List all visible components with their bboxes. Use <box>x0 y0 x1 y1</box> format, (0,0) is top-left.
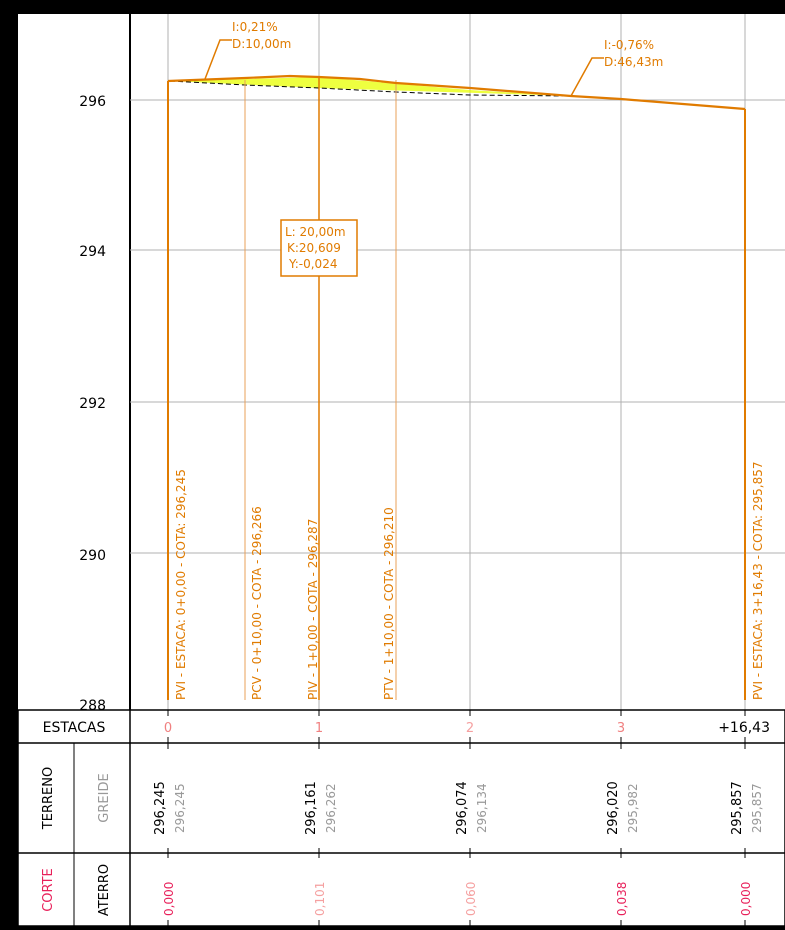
terreno-value: 296,020 <box>606 781 621 835</box>
corte-value: 0,101 <box>313 882 327 916</box>
vertical-curve-box <box>280 219 358 277</box>
elevation-tick-294: 294 <box>79 244 106 260</box>
aterro-header: ATERRO <box>97 864 112 916</box>
greide-value: 296,245 <box>173 783 187 833</box>
estaca-label: 0 <box>164 721 172 736</box>
grade-left-slope: I:0,21% <box>232 20 278 34</box>
grade-left-distance: D:10,00m <box>232 37 291 51</box>
terreno-header: TERRENO <box>41 767 56 830</box>
elevation-tick-292: 292 <box>79 396 106 412</box>
curve-length: L: 20,00m <box>285 225 346 239</box>
cut-fill-area <box>170 77 571 96</box>
table-area <box>18 710 785 926</box>
table-columns: 0 296,245 296,245 0,000 1 296,161 296,262 0,101… <box>153 710 770 926</box>
pvi-start-label: PVI - ESTACA: 0+0,00 - COTA: 296,245 <box>174 469 188 700</box>
greide-header: GREIDE <box>97 773 112 822</box>
grade-right-leader <box>570 57 604 97</box>
grade-right-slope: I:-0,76% <box>604 38 654 52</box>
pvi-end-label: PVI - ESTACA: 3+16,43 - COTA: 295,857 <box>751 462 765 700</box>
terreno-value: 296,074 <box>455 781 470 835</box>
estaca-label: 1 <box>315 721 323 736</box>
greide-value: 296,262 <box>324 783 338 833</box>
elevation-axis-panel <box>18 14 130 710</box>
estaca-label: 3 <box>617 721 625 736</box>
plot-area <box>130 0 785 710</box>
elevation-tick-288: 288 <box>79 698 106 714</box>
corte-header: CORTE <box>41 868 56 912</box>
corte-value: 0,038 <box>615 882 629 916</box>
corte-value: 0,000 <box>739 882 753 916</box>
curve-k: K:20,609 <box>287 241 341 255</box>
profile-table: ESTACAS TERRENO GREIDE CORTE ATERRO 0 296… <box>17 709 785 927</box>
estaca-label: +16,43 <box>718 720 770 736</box>
grade-left-leader <box>204 39 232 80</box>
elevation-tick-296: 296 <box>79 94 106 110</box>
elevation-tick-290: 290 <box>79 548 106 564</box>
greide-value: 295,857 <box>750 783 764 833</box>
grade-right-distance: D:46,43m <box>604 55 663 69</box>
top-band <box>0 0 785 14</box>
grade-line <box>167 74 746 111</box>
terreno-value: 296,245 <box>153 781 168 835</box>
greide-value: 295,982 <box>626 783 640 833</box>
curve-y: Y:-0,024 <box>288 257 337 271</box>
estaca-label: 2 <box>466 721 474 736</box>
piv-label: PIV - 1+0,00 - COTA - 296,287 <box>306 519 320 700</box>
corte-value: 0,060 <box>464 882 478 916</box>
terreno-value: 296,161 <box>304 781 319 835</box>
terreno-value: 295,857 <box>730 781 745 835</box>
greide-value: 296,134 <box>475 783 489 833</box>
corte-value: 0,000 <box>162 882 176 916</box>
pcv-label: PCV - 0+10,00 - COTA - 296,266 <box>250 506 264 700</box>
estacas-header: ESTACAS <box>43 720 106 736</box>
ptv-label: PTV - 1+10,00 - COTA - 296,210 <box>382 507 396 700</box>
